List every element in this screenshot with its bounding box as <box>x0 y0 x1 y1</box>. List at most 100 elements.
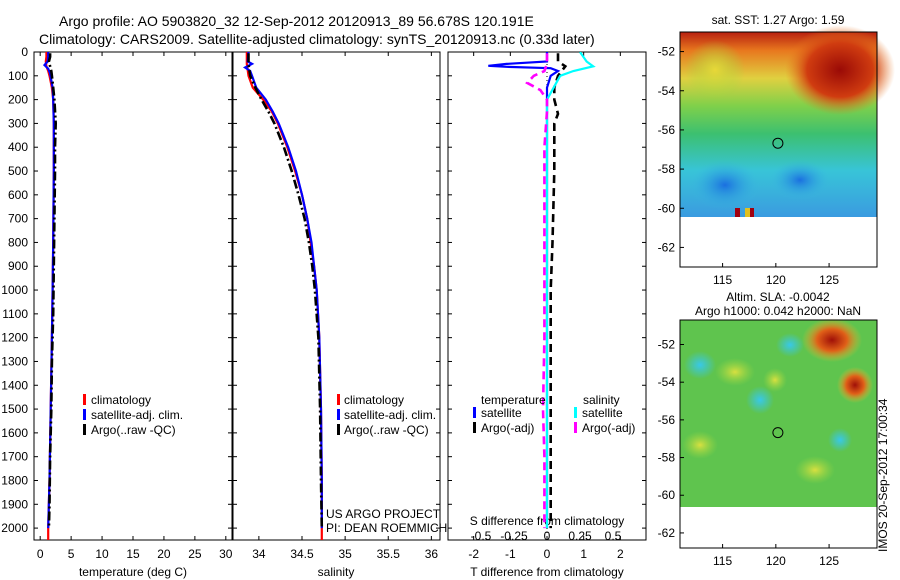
x-tick-label: -2 <box>468 547 479 561</box>
lat-tick-label: -60 <box>658 488 676 502</box>
depth-tick-label: 2000 <box>1 521 28 535</box>
series-line-argo-raw-qc- <box>247 53 324 529</box>
series-line-argo-raw-qc- <box>47 53 58 529</box>
sla-mid-patch <box>763 368 787 392</box>
legend-swatch-satellite <box>83 409 86 420</box>
sla-low-patch <box>828 428 852 452</box>
depth-axis: 0 100 200 300 400 500 600 700 800 900 1000 1100 1200… <box>1 45 646 535</box>
t-difference-x-axis: -2 -1 0 1 2 <box>468 52 624 561</box>
sst-warm-patch <box>785 25 895 115</box>
salinity-panel-frame <box>232 51 441 541</box>
x-tick-label: 0.25 <box>568 529 592 543</box>
sst-cold-patch <box>770 160 830 200</box>
sla-low-patch <box>776 333 804 357</box>
sla-high-patch <box>837 367 873 403</box>
depth-tick-label: 300 <box>8 116 28 130</box>
depth-tick-label: 600 <box>8 188 28 202</box>
lat-tick-label: -60 <box>658 201 676 215</box>
imos-timestamp: IMOS 20-Sep-2012 17:00:34 <box>876 398 890 552</box>
depth-tick-label: 1500 <box>1 402 28 416</box>
x-tick-label: 0 <box>37 547 44 561</box>
depth-tick-label: 700 <box>8 212 28 226</box>
x-tick-label: 30 <box>219 547 233 561</box>
temperature-panel-frame <box>33 51 233 541</box>
lat-tick-label: -56 <box>658 123 676 137</box>
x-tick-label: -1 <box>505 547 516 561</box>
sst-yellow-patch <box>685 40 745 100</box>
lon-tick-label: 125 <box>819 554 839 568</box>
x-tick-label: 5 <box>68 547 75 561</box>
depth-tick-label: 200 <box>8 93 28 107</box>
legend-swatch-argo <box>83 424 86 435</box>
legend-label-satellite: satellite-adj. clim. <box>91 408 183 422</box>
x-tick-label: 34.5 <box>290 547 314 561</box>
lat-tick-label: -54 <box>658 84 676 98</box>
series-line-climatology <box>245 52 323 540</box>
x-tick-label: 20 <box>157 547 171 561</box>
legend-label-argo: Argo(..raw -QC) <box>344 423 429 437</box>
figure-title-line1: Argo profile: AO 5903820_32 12-Sep-2012 … <box>59 13 534 29</box>
depth-tick-label: 1900 <box>1 497 28 511</box>
depth-tick-label: 1800 <box>1 473 28 487</box>
legend-label-temp-satellite: satellite <box>481 406 522 420</box>
series-line-satellite-adj-clim- <box>42 52 55 529</box>
depth-tick-label: 1200 <box>1 331 28 345</box>
x-tick-label: -0.5 <box>471 529 492 543</box>
legend-swatch-sal-argo <box>574 422 577 433</box>
temperature-series <box>42 52 58 540</box>
lon-tick-label: 115 <box>713 273 732 287</box>
lon-tick-label: 120 <box>766 554 786 568</box>
sla-low-patch <box>684 351 716 379</box>
depth-tick-label: 800 <box>8 235 28 249</box>
sla-low-patch <box>746 386 774 414</box>
difference-legend: temperature salinity satellite Argo(-adj… <box>473 393 635 435</box>
lat-tick-label: -62 <box>658 240 676 254</box>
x-tick-label: 35.5 <box>377 547 401 561</box>
x-tick-label: 36 <box>425 547 439 561</box>
lon-tick-label: 125 <box>819 273 839 287</box>
legend-swatch-temp-satellite <box>473 407 476 418</box>
x-tick-label: 35 <box>338 547 352 561</box>
legend-label-argo: Argo(..raw -QC) <box>91 423 176 437</box>
sst-map-title: sat. SST: 1.27 Argo: 1.59 <box>712 13 845 27</box>
salinity-series <box>242 52 324 540</box>
series-line-salinity-argo-adj- <box>525 53 549 529</box>
x-tick-label: 25 <box>188 547 202 561</box>
sst-map-frame <box>679 31 878 268</box>
x-tick-label: 1 <box>580 547 587 561</box>
x-tick-label: 0.5 <box>605 529 622 543</box>
lat-tick-label: -52 <box>658 337 676 351</box>
sla-no-data <box>680 507 877 548</box>
float-location-marker <box>772 427 784 439</box>
t-difference-x-label: T difference from climatology <box>470 565 624 579</box>
depth-tick-label: 400 <box>8 140 28 154</box>
depth-tick-label: 100 <box>8 69 28 83</box>
legend-swatch-satellite <box>337 409 340 420</box>
salinity-x-label: salinity <box>318 565 355 579</box>
depth-tick-label: 1400 <box>1 378 28 392</box>
legend-swatch-climatology <box>83 394 86 405</box>
sst-red-pixel <box>750 208 754 217</box>
sla-high-patch <box>802 318 862 362</box>
sla-mid-patch <box>715 358 755 386</box>
legend-swatch-temp-argo <box>473 422 476 433</box>
legend-swatch-sal-satellite <box>574 407 577 418</box>
legend-swatch-argo <box>337 424 340 435</box>
sst-no-data <box>680 217 877 267</box>
temperature-legend: climatology satellite-adj. clim. Argo(..… <box>83 393 183 437</box>
lon-tick-label: 115 <box>713 554 732 568</box>
lat-tick-label: -58 <box>658 451 676 465</box>
lon-tick-label: 120 <box>766 273 786 287</box>
x-tick-label: -0.25 <box>500 529 528 543</box>
x-tick-label: 34 <box>252 547 266 561</box>
sla-map-frame <box>679 319 878 549</box>
sst-cold-patch <box>690 160 760 210</box>
lat-tick-label: -58 <box>658 162 676 176</box>
x-tick-label: 15 <box>126 547 140 561</box>
depth-tick-label: 1300 <box>1 354 28 368</box>
lat-tick-label: -52 <box>658 45 676 59</box>
temperature-x-label: temperature (deg C) <box>79 565 187 579</box>
legend-label-satellite: satellite-adj. clim. <box>344 408 436 422</box>
figure-title-line2: Climatology: CARS2009. Satellite-adjuste… <box>39 31 595 47</box>
